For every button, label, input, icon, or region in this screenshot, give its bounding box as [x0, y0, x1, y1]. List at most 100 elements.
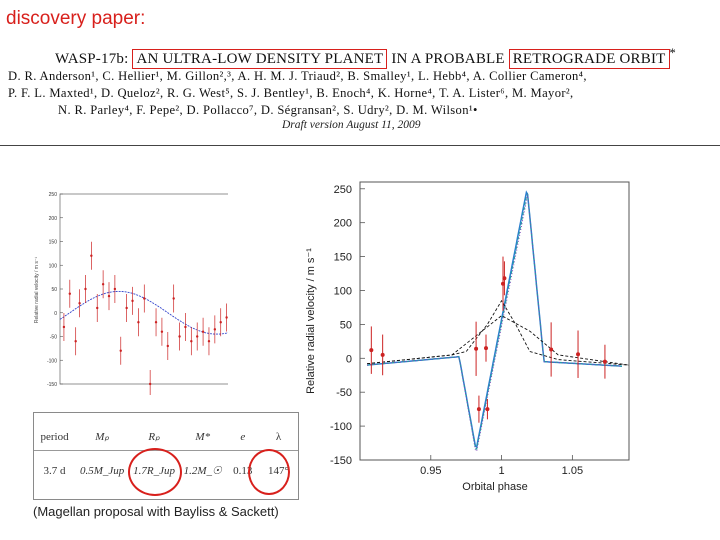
caption: (Magellan proposal with Bayliss & Sacket… [33, 504, 279, 519]
left-data-point [96, 306, 99, 310]
left-data-point [184, 325, 187, 329]
left-data-point [74, 340, 77, 343]
highlight-circle-lambda [248, 449, 290, 495]
left-ytick-label: 200 [49, 216, 58, 222]
right-data-point [502, 276, 507, 281]
param-header-period: period [40, 430, 69, 443]
authors-line-3: N. R. Parley⁴, F. Pepe², D. Pollacco⁷, D… [58, 103, 478, 117]
right-ytick-label: -150 [330, 455, 352, 467]
param-header-e: e [240, 430, 246, 443]
right-data-point [602, 359, 607, 364]
authors-line-2: P. F. L. Maxted¹, D. Queloz², R. G. West… [8, 86, 574, 100]
left-data-point [107, 294, 111, 298]
left-data-point [154, 321, 158, 324]
left-ytick-label: -150 [47, 382, 57, 388]
right-chart-frame [359, 181, 630, 461]
title-prefix: WASP-17b: [55, 51, 129, 67]
right-ytick-label: -100 [330, 421, 352, 433]
param-header-mstar: M* [195, 430, 211, 443]
left-rv-chart: Relative radial velocity / m s⁻¹ 250 200 1… [34, 192, 228, 395]
left-data-point [78, 302, 81, 305]
right-model-curve [367, 194, 622, 453]
left-ytick-label: 150 [49, 240, 58, 246]
right-chart-points [369, 256, 607, 423]
left-chart-fit-curves [59, 290, 228, 335]
left-fit-curve [59, 290, 228, 335]
left-ytick-label: -50 [50, 335, 57, 341]
right-data-point [484, 346, 489, 351]
param-value-period: 3.7 d [43, 464, 66, 477]
paper-title: WASP-17b: AN ULTRA-LOW DENSITY PLANET IN… [55, 46, 715, 69]
left-chart-yticks: 250 200 150 100 50 0 -50 -100 -150 [47, 192, 63, 388]
slide-label: discovery paper: [6, 8, 146, 29]
left-data-point [166, 344, 169, 348]
param-header-lambda: λ [275, 430, 282, 443]
left-data-point [196, 335, 199, 338]
left-data-point [160, 330, 164, 333]
title-footnote-mark: * [669, 46, 676, 60]
param-value-mstar: 1.2M_☉ [183, 465, 222, 477]
param-value-e: 0.13 [233, 464, 253, 477]
right-data-point [576, 352, 581, 357]
right-xtick-label: 1 [499, 465, 505, 477]
right-data-point [476, 407, 481, 412]
right-ytick-label: 250 [334, 184, 352, 196]
left-data-point [113, 287, 117, 291]
param-header-rp: Rₚ [148, 431, 160, 443]
right-reference-curve [367, 299, 630, 366]
right-ytick-label: 200 [334, 218, 352, 230]
right-chart-model-curves [367, 190, 630, 453]
left-data-point [68, 292, 71, 295]
draft-date: Draft version August 11, 2009 [282, 119, 421, 131]
right-rv-chart: Relative radial velocity / m s⁻¹ Orbital… [305, 181, 630, 493]
title-highlight-low-density: AN ULTRA-LOW DENSITY PLANET [132, 49, 388, 69]
left-chart-points [62, 241, 228, 395]
right-data-point [549, 347, 554, 352]
left-data-point [101, 283, 105, 286]
right-data-point [380, 352, 385, 357]
left-data-point [172, 297, 175, 300]
right-xtick-label: 1.05 [562, 465, 583, 477]
left-data-point [207, 340, 211, 343]
left-data-point [90, 254, 93, 257]
left-ytick-label: 0 [54, 311, 57, 317]
right-chart-xticks: 0.95 1 1.05 [420, 455, 583, 477]
right-ytick-label: 100 [334, 285, 352, 297]
left-data-point [213, 328, 217, 331]
right-data-point [474, 346, 479, 351]
right-ytick-label: 0 [346, 353, 352, 365]
left-data-point [137, 321, 140, 324]
left-ytick-label: 50 [51, 287, 57, 293]
left-ytick-label: 250 [49, 192, 58, 198]
left-data-point [225, 316, 228, 319]
left-data-point [84, 287, 87, 291]
left-data-point [131, 299, 134, 303]
divider-rule [0, 145, 720, 146]
param-value-mp: 0.5M_Jup [80, 464, 125, 477]
left-data-point [148, 382, 152, 386]
right-xtick-label: 0.95 [420, 465, 441, 477]
right-ytick-label: 150 [334, 252, 352, 264]
left-chart-ylabel: Relative radial velocity / m s⁻¹ [34, 257, 40, 324]
title-highlight-retrograde: RETROGRADE ORBIT [508, 49, 670, 69]
left-data-point [62, 325, 66, 329]
left-data-point [219, 321, 222, 324]
param-header-mp: Mₚ [95, 431, 110, 443]
param-header-row: period Mₚ Rₚ M* e λ [34, 423, 298, 451]
left-data-point [143, 297, 146, 300]
right-chart-ylabel: Relative radial velocity / m s⁻¹ [305, 248, 317, 394]
right-data-point [369, 348, 374, 353]
right-ytick-label: -50 [336, 387, 352, 399]
left-ytick-label: 100 [49, 263, 58, 269]
left-ytick-label: -100 [47, 358, 57, 364]
title-middle: IN A PROBABLE [391, 51, 505, 67]
left-data-point [190, 340, 193, 343]
left-data-point [178, 335, 181, 338]
left-data-point [119, 349, 122, 352]
left-data-point [201, 330, 205, 333]
right-chart-yticks: 250 200 150 100 50 0 -50 -100 -150 [330, 184, 365, 467]
left-data-point [125, 306, 128, 310]
right-ytick-label: 50 [340, 319, 352, 331]
right-chart-xlabel: Orbital phase [462, 481, 527, 493]
highlight-circle-radius [128, 448, 182, 496]
